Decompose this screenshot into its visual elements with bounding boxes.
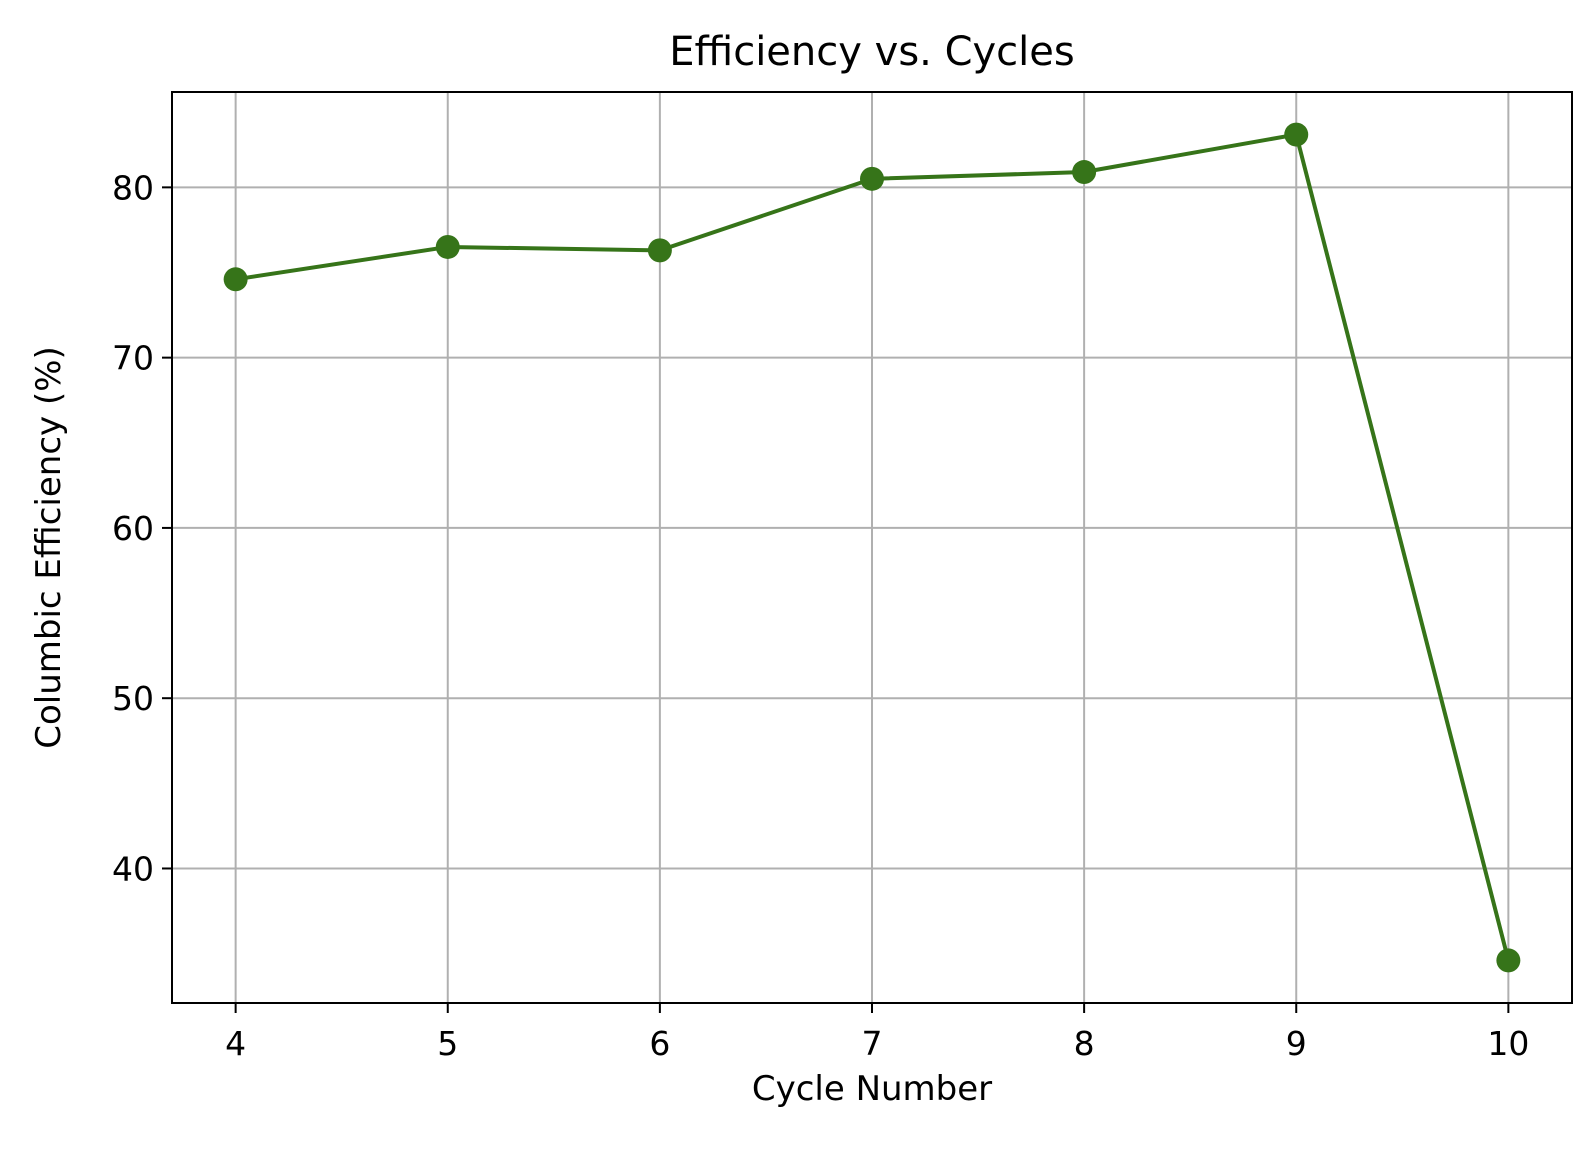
x-axis-label: Cycle Number <box>752 1069 992 1109</box>
data-point <box>1496 948 1521 973</box>
data-series <box>223 122 1521 973</box>
data-point <box>1284 122 1309 147</box>
x-tick-label: 7 <box>862 1024 883 1063</box>
x-tick-label: 8 <box>1074 1024 1095 1063</box>
axis-ticks: 4 5 6 7 8 9 10 40 50 60 70 80 <box>112 168 1529 1063</box>
y-tick-label: 40 <box>112 849 154 888</box>
data-point <box>860 166 884 191</box>
x-tick-label: 4 <box>225 1024 246 1063</box>
y-tick-label: 50 <box>112 679 154 718</box>
data-point <box>435 234 460 259</box>
data-point <box>647 238 672 263</box>
y-tick-label: 60 <box>112 509 154 548</box>
y-tick-label: 80 <box>112 168 154 207</box>
x-tick-label: 6 <box>649 1024 670 1063</box>
y-tick-label: 70 <box>112 339 154 378</box>
data-point <box>1072 160 1097 185</box>
y-axis-label: Columbic Efficiency (%) <box>29 346 69 749</box>
chart-title: Efficiency vs. Cycles <box>669 29 1075 75</box>
data-point <box>223 267 248 292</box>
x-tick-label: 9 <box>1286 1024 1307 1063</box>
x-tick-label: 5 <box>437 1024 458 1063</box>
plot-frame <box>171 91 1573 1004</box>
x-tick-label: 10 <box>1487 1024 1529 1063</box>
